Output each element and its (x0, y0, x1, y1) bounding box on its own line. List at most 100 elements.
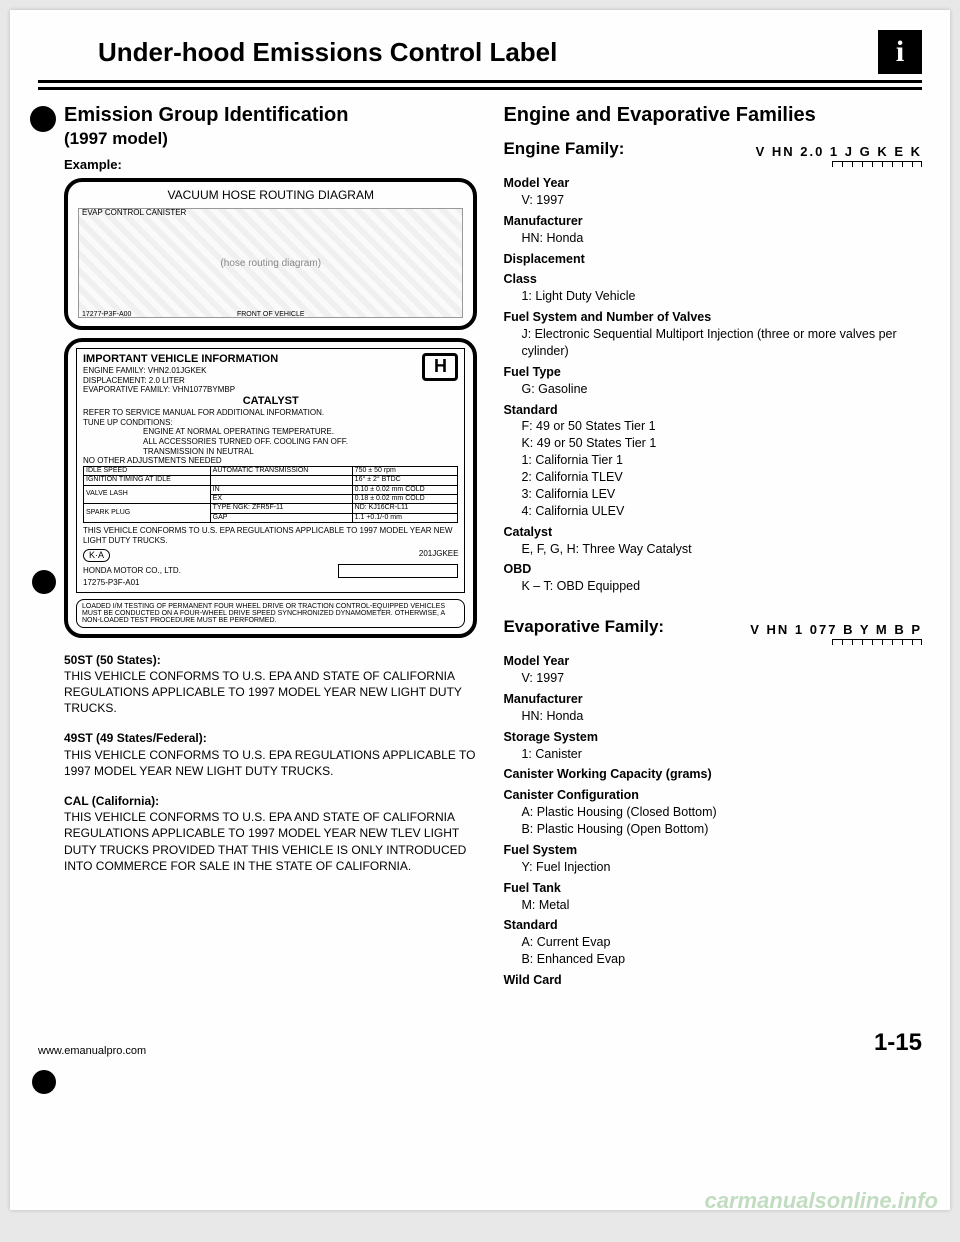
key-value: 1: Canister (503, 746, 922, 763)
state-body: THIS VEHICLE CONFORMS TO U.S. EPA AND ST… (64, 668, 477, 717)
margin-bullet-icon (32, 570, 56, 594)
key-heading: Standard (503, 402, 922, 419)
page-title: Under-hood Emissions Control Label (98, 37, 557, 68)
ka-mark: K·A (83, 549, 110, 562)
vehicle-info-label-box: H IMPORTANT VEHICLE INFORMATION ENGINE F… (64, 338, 477, 638)
state-block: 50ST (50 States):THIS VEHICLE CONFORMS T… (64, 652, 477, 717)
title-bar: Under-hood Emissions Control Label i (38, 30, 922, 83)
state-title: 49ST (49 States/Federal): (64, 730, 477, 746)
key-value: Y: Fuel Injection (503, 859, 922, 876)
key-value: G: Gasoline (503, 381, 922, 398)
info-engine-family: ENGINE FAMILY: VHN2.01JGKEK (83, 366, 458, 376)
key-value: 3: California LEV (503, 486, 922, 503)
key-value: 4: California ULEV (503, 503, 922, 520)
key-value: 2: California TLEV (503, 469, 922, 486)
key-heading: Fuel Tank (503, 880, 922, 897)
footer-url: www.emanualpro.com (38, 1045, 146, 1057)
key-value: F: 49 or 50 States Tier 1 (503, 418, 922, 435)
table-row: SPARK PLUGTYPE NGK: ZFR5F-11ND: KJ16CR-L… (84, 504, 458, 513)
vehicle-info-inner: H IMPORTANT VEHICLE INFORMATION ENGINE F… (76, 348, 465, 593)
honda-logo-icon: H (422, 353, 458, 381)
key-heading: Fuel System and Number of Valves (503, 309, 922, 326)
info-part-no: 17275-P3F-A01 (83, 578, 458, 588)
state-body: THIS VEHICLE CONFORMS TO U.S. EPA AND ST… (64, 809, 477, 874)
info-evap-family: EVAPORATIVE FAMILY: VHN1077BYMBP (83, 385, 458, 395)
key-value: A: Current Evap (503, 934, 922, 951)
table-row: IGNITION TIMING AT IDLE16° ± 2° BTDC (84, 476, 458, 485)
code-tick-marks (503, 639, 922, 649)
state-body: THIS VEHICLE CONFORMS TO U.S. EPA REGULA… (64, 747, 477, 779)
right-column: Engine and Evaporative Families Engine F… (503, 104, 922, 989)
state-block: CAL (California):THIS VEHICLE CONFORMS T… (64, 793, 477, 874)
tune-line: TRANSMISSION IN NEUTRAL (143, 447, 458, 457)
key-heading: Canister Configuration (503, 787, 922, 804)
key-heading: Manufacturer (503, 213, 922, 230)
vacuum-part-no: 17277-P3F-A00 (82, 311, 131, 318)
honda-motor: HONDA MOTOR CO., LTD. (83, 566, 181, 576)
page-footer: www.emanualpro.com 1-15 (38, 1029, 922, 1057)
evap-family-code: V HN 1 077 B Y M B P (750, 622, 922, 637)
key-heading: OBD (503, 561, 922, 578)
engine-family-key-list: Model YearV: 1997ManufacturerHN: HondaDi… (503, 175, 922, 595)
key-heading: Storage System (503, 729, 922, 746)
vacuum-title: VACUUM HOSE ROUTING DIAGRAM (76, 188, 465, 202)
left-subheading: (1997 model) (64, 129, 477, 149)
key-heading: Fuel Type (503, 364, 922, 381)
margin-bullet-icon (32, 1070, 56, 1094)
engine-family-label: Engine Family: (503, 139, 624, 159)
engine-family-code: V HN 2.0 1 J G K E K (756, 144, 922, 159)
margin-bullet-icon (30, 106, 56, 132)
key-value: A: Plastic Housing (Closed Bottom) (503, 804, 922, 821)
info-no-other: NO OTHER ADJUSTMENTS NEEDED (83, 456, 458, 466)
key-value: K – T: OBD Equipped (503, 578, 922, 595)
divider (38, 87, 922, 90)
vacuum-label: EVAP CONTROL CANISTER (82, 208, 186, 217)
info-displacement: DISPLACEMENT: 2.0 LITER (83, 376, 458, 386)
code-tick-marks (503, 161, 922, 171)
key-heading: Wild Card (503, 972, 922, 989)
spec-table: IDLE SPEEDAUTOMATIC TRANSMISSION750 ± 50… (83, 466, 458, 523)
key-value: M: Metal (503, 897, 922, 914)
info-tune: TUNE UP CONDITIONS: (83, 418, 458, 428)
key-value: 1: California Tier 1 (503, 452, 922, 469)
key-heading: Catalyst (503, 524, 922, 541)
key-heading: Fuel System (503, 842, 922, 859)
state-block: 49ST (49 States/Federal):THIS VEHICLE CO… (64, 730, 477, 779)
page-number: 1-15 (874, 1029, 922, 1057)
ka-value: 201JGKEE (419, 549, 459, 562)
evap-family-label: Evaporative Family: (503, 617, 664, 637)
two-column-layout: Emission Group Identification (1997 mode… (38, 104, 922, 989)
key-value: 1: Light Duty Vehicle (503, 288, 922, 305)
vacuum-label-box: VACUUM HOSE ROUTING DIAGRAM (hose routin… (64, 178, 477, 330)
key-value: B: Plastic Housing (Open Bottom) (503, 821, 922, 838)
state-title: CAL (California): (64, 793, 477, 809)
key-value: HN: Honda (503, 230, 922, 247)
key-heading: Model Year (503, 175, 922, 192)
key-heading: Canister Working Capacity (grams) (503, 766, 922, 783)
catalyst-label: CATALYST (83, 395, 458, 408)
info-title: IMPORTANT VEHICLE INFORMATION (83, 353, 458, 366)
key-value: V: 1997 (503, 670, 922, 687)
info-conform: THIS VEHICLE CONFORMS TO U.S. EPA REGULA… (83, 526, 458, 545)
key-value: E, F, G, H: Three Way Catalyst (503, 541, 922, 558)
state-title: 50ST (50 States): (64, 652, 477, 668)
left-column: Emission Group Identification (1997 mode… (38, 104, 477, 989)
key-heading: Manufacturer (503, 691, 922, 708)
key-heading: Displacement (503, 251, 922, 268)
left-heading: Emission Group Identification (64, 104, 477, 127)
info-icon: i (878, 30, 922, 74)
blank-box (338, 564, 458, 578)
tune-line: ENGINE AT NORMAL OPERATING TEMPERATURE. (143, 427, 458, 437)
table-row: VALVE LASHIN0.10 ± 0.02 mm COLD (84, 485, 458, 494)
key-value: HN: Honda (503, 708, 922, 725)
example-label: Example: (64, 157, 477, 172)
right-heading: Engine and Evaporative Families (503, 104, 922, 127)
vacuum-label: FRONT OF VEHICLE (237, 311, 305, 318)
tune-line: ALL ACCESSORIES TURNED OFF. COOLING FAN … (143, 437, 458, 447)
info-refer: REFER TO SERVICE MANUAL FOR ADDITIONAL I… (83, 408, 458, 418)
key-heading: Model Year (503, 653, 922, 670)
key-heading: Standard (503, 917, 922, 934)
vacuum-diagram-placeholder: (hose routing diagram) (78, 208, 463, 318)
evap-family-key-list: Model YearV: 1997 ManufacturerHN: Honda St… (503, 653, 922, 989)
key-value: J: Electronic Sequential Multiport Injec… (503, 326, 922, 360)
